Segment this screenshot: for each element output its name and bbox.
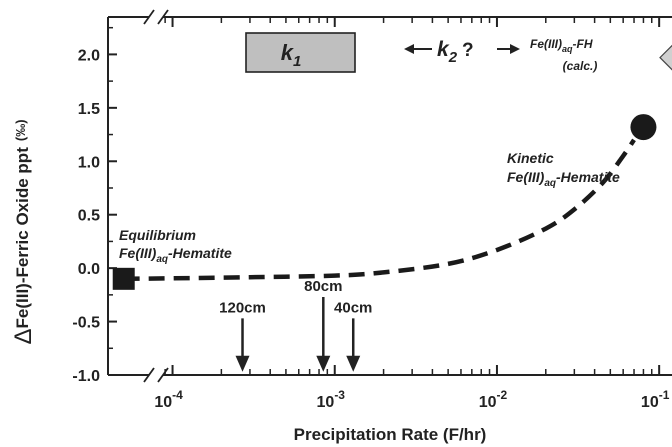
x-axis-label: Precipitation Rate (F/hr)	[294, 425, 487, 444]
y-axis-label-delta: Δ	[10, 329, 37, 345]
y-tick-label: 1.0	[78, 154, 100, 171]
x-tick-label: 10-3	[317, 388, 346, 411]
depth-arrow-label: 40cm	[334, 299, 372, 316]
depth-arrow-head	[235, 355, 250, 372]
y-tick-label: -1.0	[72, 368, 100, 385]
k2-arrow-left-head	[404, 44, 414, 54]
x-tick-label: 10-2	[479, 388, 508, 411]
equilibrium-label-2: Fe(III)aq-Hematite	[119, 245, 232, 265]
y-tick-label: 0.5	[78, 208, 100, 225]
depth-arrow-head	[346, 355, 361, 372]
k1-label: k1	[281, 40, 302, 70]
y-tick-label: 0.0	[78, 261, 100, 278]
svg-text:ΔFe(III)-Ferric Oxide ppt(‰): ΔFe(III)-Ferric Oxide ppt (‰)	[10, 119, 37, 344]
dashed-curve	[123, 138, 636, 282]
plot-frame	[107, 9, 672, 383]
x-axis-break-mark	[143, 367, 155, 383]
depth-arrow-label: 80cm	[304, 278, 342, 295]
y-tick-label: 2.0	[78, 47, 100, 64]
top-axis-break-mark	[143, 9, 155, 25]
y-axis: 2.0 1.5 1.0 0.5 0.0 -0.5 -1.0	[72, 26, 117, 385]
y-axis-label-unit: (‰)	[13, 119, 28, 141]
equilibrium-label-1: Equilibrium	[119, 227, 196, 243]
fh-label-2: (calc.)	[563, 59, 598, 73]
equilibrium-point	[112, 267, 135, 290]
fh-point	[659, 44, 672, 71]
y-tick-label: -0.5	[72, 315, 100, 332]
y-tick-label: 1.5	[78, 101, 100, 118]
k2-arrow-right-head	[510, 44, 520, 54]
x-tick-label: 10-1	[641, 388, 670, 411]
k2-label: k2?	[437, 38, 474, 66]
arrow-layer: 120cm 80cm 40cm	[219, 278, 372, 372]
depth-arrow-head	[316, 355, 331, 372]
kinetic-label-1: Kinetic	[507, 150, 554, 166]
x-axis-break-mark	[157, 367, 169, 383]
annotation-layer	[404, 44, 520, 54]
kinetic-point	[630, 114, 657, 141]
k1-box	[245, 32, 356, 73]
y-axis-label-main: Fe(III)-Ferric Oxide ppt	[13, 147, 32, 329]
fh-label-1: Fe(III)aq-FH	[530, 37, 593, 54]
y-axis-label: ΔFe(III)-Ferric Oxide ppt (‰)	[10, 119, 37, 344]
depth-arrow-label: 120cm	[219, 299, 266, 316]
curve-layer	[123, 138, 636, 282]
x-axis: 10-4 10-3 10-2 10-1	[154, 17, 670, 411]
kinetic-label-2: Fe(III)aq-Hematite	[507, 169, 620, 189]
top-axis-break-mark	[157, 9, 169, 25]
x-tick-label: 10-4	[154, 388, 183, 411]
marker-layer	[112, 44, 672, 290]
